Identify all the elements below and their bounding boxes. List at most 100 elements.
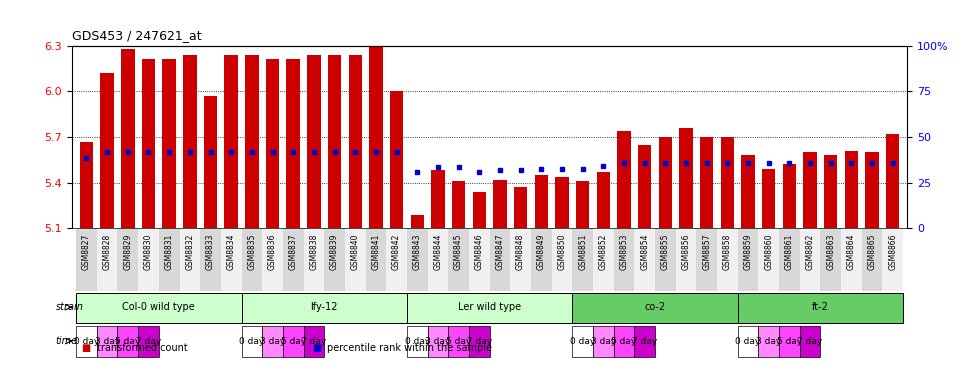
Bar bbox=[204, 96, 217, 228]
Bar bbox=[76, 292, 242, 323]
Bar bbox=[845, 151, 858, 228]
Bar bbox=[303, 326, 324, 357]
Text: Ler wild type: Ler wild type bbox=[458, 302, 521, 312]
Text: 0 day: 0 day bbox=[239, 337, 265, 346]
Bar bbox=[245, 55, 258, 228]
Bar bbox=[448, 228, 468, 291]
Bar bbox=[762, 169, 776, 228]
Bar bbox=[552, 228, 572, 291]
Bar bbox=[555, 176, 568, 228]
Text: GSM8845: GSM8845 bbox=[454, 233, 463, 270]
Bar bbox=[76, 326, 97, 357]
Bar bbox=[490, 228, 511, 291]
Bar bbox=[348, 55, 362, 228]
Text: GSM8847: GSM8847 bbox=[495, 233, 504, 270]
Text: GSM8833: GSM8833 bbox=[206, 233, 215, 270]
Bar bbox=[493, 180, 507, 228]
Bar bbox=[531, 228, 552, 291]
Text: 0 day: 0 day bbox=[570, 337, 595, 346]
Bar bbox=[242, 292, 407, 323]
Text: GSM8861: GSM8861 bbox=[785, 233, 794, 270]
Text: percentile rank within the sample: percentile rank within the sample bbox=[327, 343, 492, 353]
Bar bbox=[76, 228, 97, 291]
Bar bbox=[327, 55, 341, 228]
Bar bbox=[162, 59, 176, 228]
Bar bbox=[824, 155, 837, 228]
Bar bbox=[370, 46, 383, 228]
Text: GSM8857: GSM8857 bbox=[702, 233, 711, 270]
Text: GSM8859: GSM8859 bbox=[743, 233, 753, 270]
Text: 3 day: 3 day bbox=[756, 337, 781, 346]
Bar bbox=[886, 134, 900, 228]
Bar bbox=[262, 228, 283, 291]
Bar bbox=[655, 228, 676, 291]
Bar bbox=[862, 228, 882, 291]
Bar bbox=[407, 228, 427, 291]
Bar bbox=[221, 228, 242, 291]
Text: GSM8838: GSM8838 bbox=[309, 233, 319, 270]
Text: 7 day: 7 day bbox=[632, 337, 658, 346]
Bar bbox=[427, 326, 448, 357]
Text: ■: ■ bbox=[82, 343, 91, 353]
Text: GSM8855: GSM8855 bbox=[660, 233, 670, 270]
Bar bbox=[324, 228, 345, 291]
Text: 3 day: 3 day bbox=[590, 337, 616, 346]
Bar bbox=[635, 326, 655, 357]
Text: GSM8835: GSM8835 bbox=[248, 233, 256, 270]
Text: GSM8834: GSM8834 bbox=[227, 233, 236, 270]
Bar bbox=[758, 326, 779, 357]
Bar bbox=[101, 73, 114, 228]
Bar bbox=[593, 228, 613, 291]
Bar bbox=[613, 228, 635, 291]
Bar bbox=[97, 228, 117, 291]
Bar bbox=[613, 326, 635, 357]
Bar bbox=[576, 181, 589, 228]
Text: time: time bbox=[56, 336, 78, 346]
Text: 5 day: 5 day bbox=[777, 337, 802, 346]
Bar bbox=[741, 155, 755, 228]
Text: 5 day: 5 day bbox=[612, 337, 636, 346]
Bar bbox=[80, 142, 93, 228]
Bar bbox=[659, 137, 672, 228]
Bar bbox=[117, 326, 138, 357]
Text: ■: ■ bbox=[312, 343, 322, 353]
Bar bbox=[201, 228, 221, 291]
Bar bbox=[514, 187, 527, 228]
Bar bbox=[180, 228, 201, 291]
Bar bbox=[431, 171, 444, 228]
Text: GSM8843: GSM8843 bbox=[413, 233, 421, 270]
Bar bbox=[225, 55, 238, 228]
Text: GSM8851: GSM8851 bbox=[578, 233, 588, 270]
Text: GSM8863: GSM8863 bbox=[827, 233, 835, 270]
Bar bbox=[407, 326, 427, 357]
Text: 3 day: 3 day bbox=[260, 337, 285, 346]
Bar bbox=[427, 228, 448, 291]
Bar bbox=[345, 228, 366, 291]
Bar bbox=[303, 228, 324, 291]
Text: GSM8839: GSM8839 bbox=[330, 233, 339, 270]
Bar bbox=[800, 326, 821, 357]
Bar bbox=[138, 326, 158, 357]
Text: GSM8831: GSM8831 bbox=[165, 233, 174, 270]
Bar bbox=[737, 228, 758, 291]
Bar bbox=[700, 137, 713, 228]
Bar bbox=[696, 228, 717, 291]
Bar bbox=[307, 55, 321, 228]
Bar bbox=[390, 92, 403, 228]
Bar bbox=[138, 228, 158, 291]
Bar bbox=[635, 228, 655, 291]
Text: 7 day: 7 day bbox=[798, 337, 823, 346]
Bar bbox=[97, 326, 117, 357]
Text: GSM8840: GSM8840 bbox=[350, 233, 360, 270]
Text: 0 day: 0 day bbox=[404, 337, 430, 346]
Text: 3 day: 3 day bbox=[94, 337, 120, 346]
Text: GSM8849: GSM8849 bbox=[537, 233, 546, 270]
Text: ft-2: ft-2 bbox=[812, 302, 828, 312]
Bar bbox=[448, 326, 468, 357]
Text: Col-0 wild type: Col-0 wild type bbox=[123, 302, 195, 312]
Bar bbox=[680, 128, 693, 228]
Bar bbox=[737, 326, 758, 357]
Bar bbox=[676, 228, 696, 291]
Text: GSM8854: GSM8854 bbox=[640, 233, 649, 270]
Bar bbox=[411, 214, 424, 228]
